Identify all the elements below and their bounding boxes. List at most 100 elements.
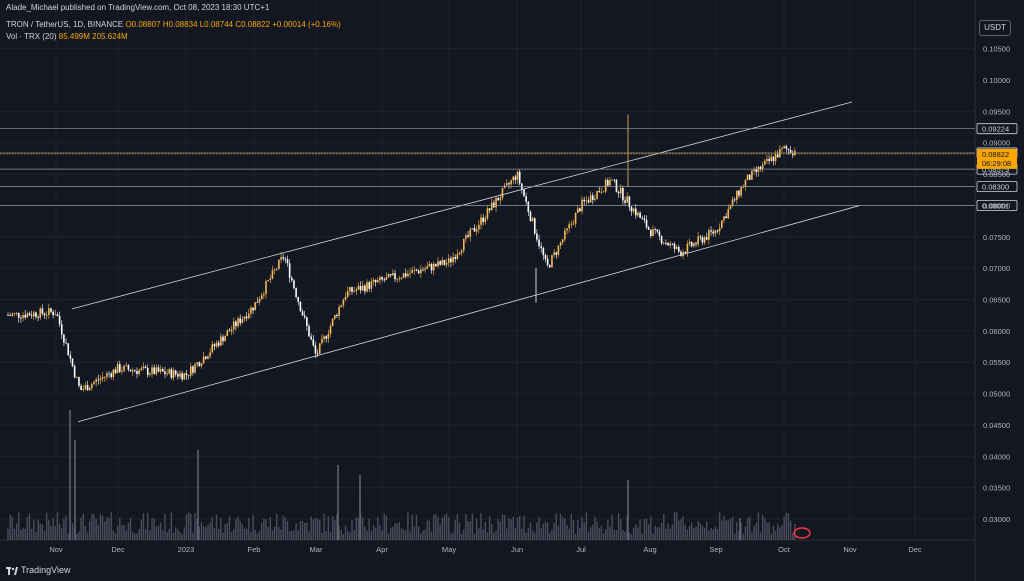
candle-body bbox=[770, 156, 773, 161]
channel-lower-line bbox=[77, 205, 861, 423]
candle-body bbox=[508, 183, 510, 185]
volume-bar bbox=[276, 513, 278, 540]
candle-body bbox=[463, 238, 465, 251]
volume-bar bbox=[592, 524, 594, 540]
candle-body bbox=[209, 352, 211, 357]
volume-bar bbox=[340, 530, 342, 540]
candle-body bbox=[303, 315, 306, 318]
candle-body bbox=[486, 208, 489, 219]
currency-button[interactable]: USDT bbox=[979, 20, 1011, 36]
volume-bar bbox=[80, 517, 82, 540]
candle-body bbox=[493, 202, 495, 208]
volume-bar bbox=[355, 517, 357, 540]
volume-bar bbox=[703, 527, 706, 540]
candle-body bbox=[579, 208, 581, 212]
volume-bar bbox=[460, 533, 463, 540]
candle-body bbox=[17, 312, 20, 318]
volume-bar bbox=[742, 533, 744, 540]
volume-bar bbox=[777, 523, 779, 540]
candle-body bbox=[607, 179, 609, 186]
volume-bar bbox=[744, 526, 747, 540]
candle-body bbox=[222, 336, 224, 342]
candle-body bbox=[471, 228, 474, 230]
candle-body bbox=[394, 273, 396, 280]
candle-body bbox=[566, 228, 568, 231]
candle-body bbox=[533, 218, 536, 234]
volume-bar bbox=[293, 530, 295, 540]
candle-body bbox=[275, 268, 278, 270]
volume-bar bbox=[542, 523, 545, 540]
volume-bar bbox=[660, 522, 663, 540]
volume-bar bbox=[310, 516, 312, 540]
candle-body bbox=[781, 148, 783, 150]
volume-bar bbox=[721, 520, 723, 540]
volume-bar bbox=[555, 513, 557, 540]
volume-bar bbox=[233, 528, 235, 540]
volume-bar bbox=[624, 531, 626, 540]
volume-bar bbox=[267, 526, 269, 540]
candle-body bbox=[531, 218, 534, 222]
time-tick-label: Apr bbox=[376, 545, 388, 554]
candle-body bbox=[344, 296, 347, 300]
volume-bar bbox=[557, 525, 560, 540]
price-tick-label: 0.06500 bbox=[983, 296, 1010, 305]
candle-body bbox=[381, 277, 383, 280]
volume-bar bbox=[572, 519, 575, 540]
candle-body bbox=[351, 287, 353, 292]
candle-body bbox=[622, 187, 624, 201]
time-axis[interactable]: Nov Dec 2023 Feb Mar Apr May Jun Jul Aug Sep Oct Nov… bbox=[49, 545, 922, 554]
event-badge-icon bbox=[793, 527, 811, 539]
volume-bar bbox=[695, 526, 697, 540]
volume-bar bbox=[675, 512, 678, 540]
volume-bar bbox=[357, 517, 360, 540]
time-tick-label: Aug bbox=[643, 545, 656, 554]
volume-bar bbox=[456, 514, 459, 540]
volume-values: 85.499M 205.624M bbox=[58, 32, 128, 41]
candle-body bbox=[198, 362, 201, 367]
volume-bar bbox=[521, 528, 523, 540]
volume-bar bbox=[549, 532, 551, 540]
candle-body bbox=[619, 187, 622, 194]
price-tick-label: 0.10500 bbox=[983, 45, 1010, 54]
candle-body bbox=[435, 263, 437, 267]
candle-body bbox=[39, 308, 42, 318]
candle-body bbox=[523, 189, 525, 197]
volume-bar bbox=[155, 526, 158, 540]
volume-bar bbox=[28, 513, 31, 540]
price-tick-label: 0.05000 bbox=[983, 390, 1010, 399]
time-tick-label: Dec bbox=[908, 545, 922, 554]
volume-bar bbox=[256, 533, 259, 540]
volume-bar bbox=[673, 512, 676, 540]
price-axis[interactable]: 0.03000 0.03500 0.04000 0.04500 0.05000 0.055… bbox=[983, 45, 1010, 524]
volume-bar bbox=[411, 514, 413, 540]
volume-bar bbox=[379, 524, 381, 540]
volume-bar bbox=[312, 519, 314, 540]
candle-body bbox=[224, 336, 226, 342]
volume-bar bbox=[89, 520, 91, 540]
candle-body bbox=[361, 285, 364, 291]
volume-bar bbox=[587, 531, 590, 540]
candle-body bbox=[525, 196, 527, 202]
candle-body bbox=[740, 187, 742, 196]
volume-bar bbox=[602, 533, 605, 540]
volume-bar bbox=[581, 517, 583, 540]
last-price-box bbox=[977, 148, 1017, 169]
volume-bar bbox=[482, 529, 484, 540]
volume-bar bbox=[407, 512, 409, 540]
volume-bar bbox=[288, 531, 291, 540]
volume-bar bbox=[280, 529, 282, 540]
volume-bar bbox=[13, 528, 16, 540]
candle-body bbox=[645, 219, 648, 228]
volume-bar bbox=[480, 512, 482, 540]
volume-bar bbox=[579, 528, 581, 540]
candle-body bbox=[288, 263, 291, 278]
candle-body bbox=[235, 321, 237, 327]
level-label-box bbox=[976, 199, 1018, 211]
candle-body bbox=[699, 236, 702, 238]
candle-body bbox=[506, 183, 508, 186]
candle-body bbox=[366, 282, 368, 292]
volume-bar bbox=[136, 533, 138, 540]
candle-body bbox=[323, 336, 325, 339]
